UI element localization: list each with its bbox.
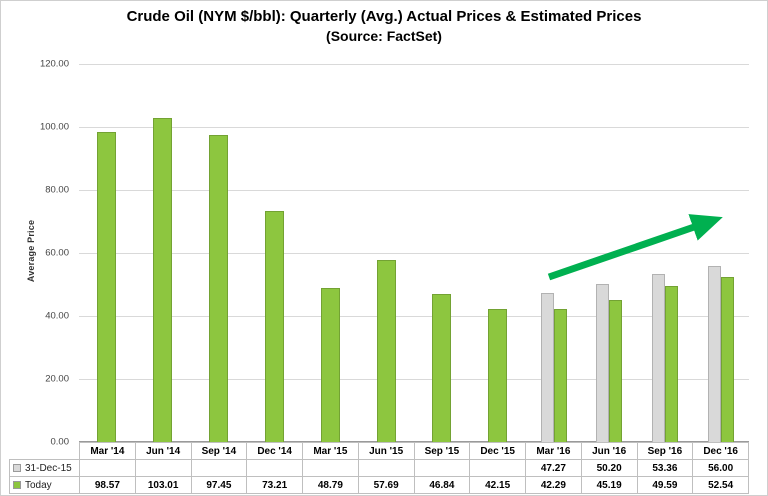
category-column [581,64,637,442]
y-axis-ticks: 0.00 20.00 40.00 60.00 80.00 100.00 120.00 [1,59,73,448]
bar-today [209,135,229,442]
bar-today [153,117,173,442]
bar-today [721,276,735,442]
category-cell: Dec '15 [469,442,526,460]
category-cell: Sep '16 [636,442,694,460]
value-cell: 97.45 [190,476,248,494]
category-column [470,64,526,442]
value-cell [357,459,415,477]
value-cell: 57.69 [357,476,415,494]
value-cell: 103.01 [134,476,192,494]
y-tick-label: 80.00 [45,184,69,196]
y-tick-label: 120.00 [39,58,69,70]
series-row: 31-Dec-15 47.27 50.20 53.36 56.00 [9,459,749,477]
value-cell [190,459,248,477]
gridlines [79,64,749,442]
category-cell: Jun '16 [580,442,638,460]
bar-series-area [79,64,749,442]
value-cell [246,459,303,477]
x-axis-line [79,441,749,442]
series-row: Today 98.57 103.01 97.45 73.21 48.79 57.69 46.8… [9,476,749,494]
table-corner-cell [10,443,80,460]
bar-today [97,131,117,442]
value-cell: 48.79 [302,476,359,494]
category-column [526,64,582,442]
chart-title: Crude Oil (NYM $/bbl): Quarterly (Avg.) … [126,8,642,25]
category-column [246,64,302,442]
bar-today [376,260,396,442]
bar-31-dec-15 [596,283,610,442]
bar-31-dec-15 [708,265,722,442]
category-cell: Dec '16 [692,442,749,460]
category-column [358,64,414,442]
category-cell: Mar '16 [525,442,582,460]
value-cell: 42.15 [469,476,526,494]
legend-cell: Today [9,476,80,494]
category-cell: Jun '15 [357,442,415,460]
category-column [135,64,191,442]
category-cell: Sep '15 [413,442,471,460]
value-cell: 98.57 [79,476,136,494]
value-cell: 47.27 [525,459,582,477]
y-tick-label: 100.00 [39,121,69,133]
value-cell: 52.54 [692,476,749,494]
y-tick-label: 0.00 [50,436,70,448]
series-swatch [13,463,21,472]
bar-today [264,211,284,442]
value-cell: 56.00 [692,459,749,477]
bar-today [553,308,567,442]
chart-subtitle: (Source: FactSet) [326,28,442,44]
series-swatch [13,480,21,489]
y-tick-label: 40.00 [45,310,69,322]
bar-31-dec-15 [540,293,554,442]
bar-today [432,294,452,442]
category-cell: Mar '15 [302,442,359,460]
bar-today [488,309,508,442]
category-column [79,64,135,442]
value-cell: 50.20 [580,459,638,477]
gridline [79,316,749,317]
value-cell: 46.84 [413,476,471,494]
bar-today [320,288,340,442]
category-header-row: Mar '14 Jun '14 Sep '14 Dec '14 Mar '15 Jun '… [10,442,749,460]
value-cell [469,459,526,477]
gridline [79,190,749,191]
plot-area [79,64,749,442]
category-column [414,64,470,442]
data-table: Mar '14 Jun '14 Sep '14 Dec '14 Mar '15 Jun '… [9,442,749,494]
legend-cell: 31-Dec-15 [9,459,80,477]
category-column [693,64,749,442]
y-tick-label: 60.00 [45,247,69,259]
value-cell [413,459,471,477]
value-cell [302,459,359,477]
value-cell: 42.29 [525,476,582,494]
y-tick-label: 20.00 [45,373,69,385]
category-cell: Jun '14 [134,442,192,460]
category-column [302,64,358,442]
bar-today [609,299,623,442]
category-cell: Mar '14 [79,442,136,460]
gridline [79,379,749,380]
category-cell: Dec '14 [246,442,303,460]
category-column [191,64,247,442]
value-cell [134,459,192,477]
bar-31-dec-15 [652,273,666,442]
value-cell: 73.21 [246,476,303,494]
category-cell: Sep '14 [190,442,248,460]
gridline [79,127,749,128]
value-cell: 49.59 [636,476,694,494]
value-cell: 45.19 [580,476,638,494]
value-cell: 53.36 [636,459,694,477]
gridline [79,253,749,254]
bar-today [665,285,679,442]
gridline [79,64,749,65]
category-column [637,64,693,442]
value-cell [79,459,136,477]
